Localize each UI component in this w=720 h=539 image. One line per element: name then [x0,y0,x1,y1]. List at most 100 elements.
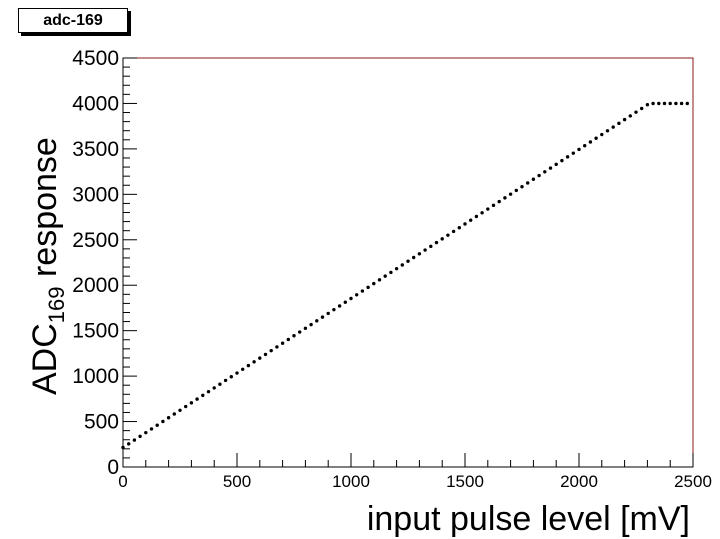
data-point [400,263,404,267]
data-point [463,222,467,226]
data-point [446,233,450,237]
y-tick-label: 4500 [72,47,119,70]
data-point [189,401,194,405]
data-point [241,367,245,371]
data-point [355,293,359,297]
data-point [434,240,439,245]
x-axis-label: input pulse level [mV] [367,500,690,538]
data-point [474,214,479,219]
y-tick-label: 2500 [72,229,119,252]
data-point [588,140,593,144]
data-point [229,375,233,379]
data-point [571,151,575,155]
data-point [155,423,159,427]
data-point [423,248,427,252]
data-point [127,442,131,446]
data-point [263,352,268,357]
data-point [377,278,382,282]
data-point [332,307,336,312]
data-point [554,162,558,167]
data-point [486,207,490,211]
data-point [275,345,279,349]
y-tick-label: 1000 [72,365,119,388]
data-point [531,177,536,181]
data-point [640,106,644,111]
y-axis-label: ADC169 response [26,137,69,395]
y-tick-label: 3000 [72,183,119,206]
data-point [560,158,564,163]
data-point [685,101,689,106]
data-point [537,173,541,178]
data-point [514,188,518,193]
x-axis: 0 500 1000 1500 2000 2500 [118,453,712,491]
data-point [628,114,632,118]
data-point [520,184,524,189]
data-point [674,101,678,106]
data-point [469,218,473,222]
data-point [235,371,239,375]
data-point [679,101,684,106]
data-point [622,117,627,122]
data-point [138,434,142,439]
data-point [178,408,182,412]
y-tick-label: 0 [107,456,119,479]
data-point [161,419,165,424]
y-axis-label-main: ADC [26,323,64,395]
data-point [417,252,422,256]
data-point [218,382,222,386]
data-point [184,404,188,409]
x-tick-label: 2000 [560,472,598,491]
data-point [383,274,387,278]
y-axis-label-subscript: 169 [44,286,69,323]
data-point [349,296,353,301]
data-point [132,438,137,442]
data-point [343,300,347,304]
data-point [429,244,433,249]
x-tick-label: 2500 [674,472,712,491]
y-axis-label-tail: response [26,137,64,286]
data-point [337,304,342,308]
data-point [303,326,308,331]
data-point [657,101,661,106]
data-point [223,378,228,383]
y-tick-label: 2000 [72,274,119,297]
data-point [600,132,604,137]
data-point [309,322,313,327]
data-point [668,101,672,106]
data-point [662,101,667,106]
data-point [315,319,319,323]
data-point [394,266,399,271]
data-point [280,341,285,345]
data-point [320,315,325,319]
data-point [491,203,496,208]
y-tick-label: 4000 [72,92,119,115]
y-axis: 0 500 1000 1500 2000 2500 3000 3500 4000 4500 [72,47,137,479]
data-point [611,125,615,129]
x-tick-label: 1000 [332,472,370,491]
data-point [634,110,638,114]
data-point [508,192,513,196]
data-point [543,170,547,174]
data-point [372,281,376,286]
y-tick-label: 1500 [72,320,119,343]
data-point [594,136,598,140]
data-point [360,289,365,293]
data-point [577,147,581,152]
data-point [252,360,256,364]
data-point [645,103,650,107]
data-point [406,259,410,263]
data-point [286,337,290,342]
data-point [503,196,507,200]
data-point [298,330,302,334]
chart-title: adc-169 [18,8,128,33]
data-point [497,199,501,204]
data-point [548,166,553,170]
y-tick-label: 500 [84,411,119,434]
data-point [651,101,655,106]
data-point [144,430,148,435]
data-point [149,427,154,431]
data-point [389,270,393,275]
data-point [366,285,370,290]
data-point [326,311,330,316]
